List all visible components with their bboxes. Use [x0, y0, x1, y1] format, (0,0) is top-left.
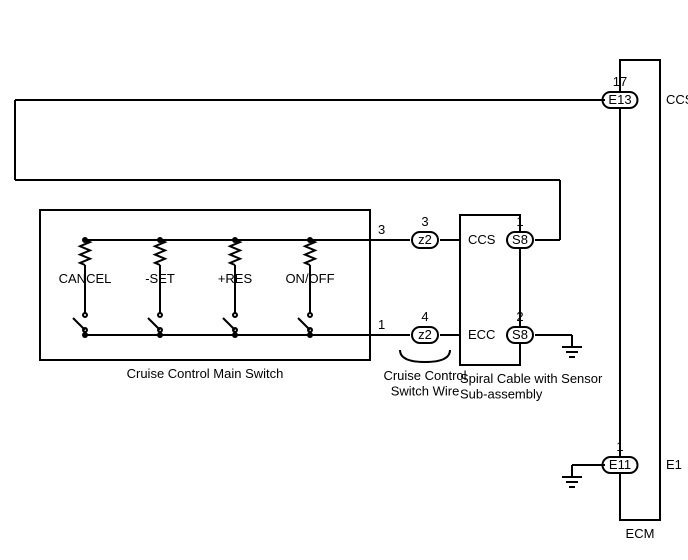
spiral-label: Spiral Cable with SensorSub-assembly	[460, 371, 603, 402]
svg-text:4: 4	[421, 309, 428, 324]
cruise-switch-label: Cruise Control Main Switch	[127, 366, 284, 381]
svg-text:E13: E13	[608, 92, 631, 107]
svg-text:2: 2	[516, 309, 523, 324]
svg-text:E11: E11	[609, 457, 631, 472]
svg-text:17: 17	[613, 74, 627, 89]
ecm-block	[620, 60, 660, 520]
svg-text:CCS: CCS	[468, 232, 496, 247]
svg-text:S8: S8	[512, 232, 528, 247]
switch-wire-label: Cruise ControlSwitch Wire	[383, 368, 466, 399]
svg-text:z2: z2	[418, 327, 432, 342]
svg-text:1: 1	[378, 317, 385, 332]
svg-text:3: 3	[421, 214, 428, 229]
svg-text:S8: S8	[512, 327, 528, 342]
svg-text:ECC: ECC	[468, 327, 495, 342]
svg-text:1: 1	[616, 439, 623, 454]
svg-text:z2: z2	[418, 232, 432, 247]
svg-text:3: 3	[378, 222, 385, 237]
svg-text:E1: E1	[666, 457, 682, 472]
svg-text:1: 1	[516, 214, 523, 229]
ecm-label: ECM	[626, 526, 655, 541]
svg-text:CCS: CCS	[666, 92, 688, 107]
